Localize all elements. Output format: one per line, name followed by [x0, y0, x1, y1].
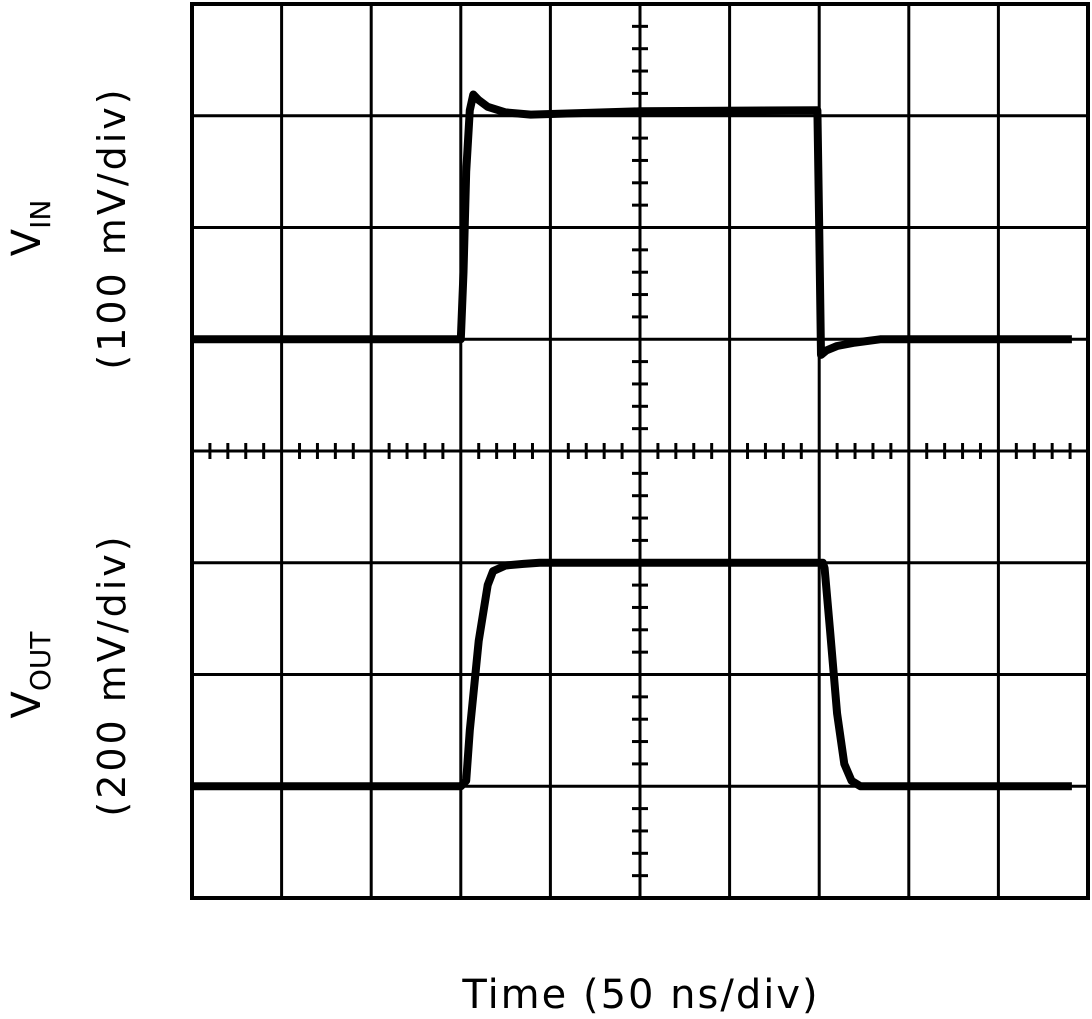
plot-frame — [190, 2, 1090, 900]
vout-scale-label: (200 mV/div) — [90, 533, 134, 816]
vout-trace — [192, 558, 1072, 791]
vin-label: VIN — [4, 200, 57, 257]
center-axis-ticks — [208, 24, 1072, 878]
vin-scale-label: (100 mV/div) — [90, 86, 134, 369]
x-axis-label: Time (50 ns/div) — [461, 972, 819, 1018]
traces — [192, 90, 1072, 791]
vout-label: VOUT — [4, 631, 57, 719]
vin-trace — [192, 90, 1072, 359]
